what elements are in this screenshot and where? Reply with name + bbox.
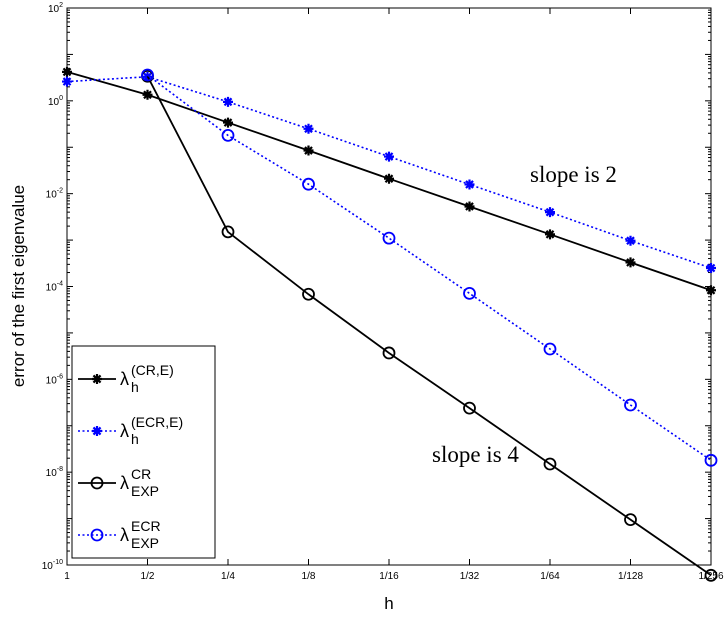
y-tick-label: 10-6 xyxy=(46,373,63,386)
legend-swatch-marker xyxy=(90,528,104,542)
y-axis-title: error of the first eigenvalue xyxy=(9,185,28,387)
x-tick-label: 1/32 xyxy=(460,571,480,582)
legend-swatch-marker xyxy=(92,426,102,436)
data-point-ecr-e xyxy=(62,76,72,87)
data-point-cr-exp xyxy=(704,568,718,582)
legend-superscript: (ECR,E) xyxy=(131,414,183,430)
data-point-cr-e xyxy=(545,229,555,240)
x-tick-label: 1/4 xyxy=(221,571,235,582)
y-tick-exponent: -8 xyxy=(57,466,63,473)
y-tick-base: 10 xyxy=(46,190,58,201)
legend-entry-ecr-e: λ (ECR,E)h xyxy=(78,414,183,447)
series-cr-exp xyxy=(141,69,718,582)
data-point-cr-e xyxy=(384,173,394,184)
data-point-ecr-exp xyxy=(543,342,557,356)
legend-subscript: EXP xyxy=(131,535,159,551)
y-tick-exponent: 0 xyxy=(59,95,63,102)
x-tick-label: 1/64 xyxy=(540,571,560,582)
series-ecr-e xyxy=(62,71,716,274)
legend-symbol: λ xyxy=(120,473,129,493)
x-tick-label: 1/256 xyxy=(698,571,723,582)
data-point-ecr-e xyxy=(706,263,716,274)
annotation-slope-4: slope is 4 xyxy=(432,442,519,467)
data-point-ecr-exp xyxy=(704,453,718,467)
y-tick-label: 10-4 xyxy=(46,281,63,294)
x-axis-ticks: 1 1/2 1/4 1/8 1/16 1/32 1/64 1/128 1/256 xyxy=(64,8,724,582)
legend-swatch-marker xyxy=(92,374,102,384)
y-tick-base: 10 xyxy=(48,97,60,108)
legend-entry-cr-e: λ (CR,E)h xyxy=(78,362,174,395)
data-point-cr-e xyxy=(62,66,72,77)
annotation-slope-2: slope is 2 xyxy=(530,162,617,187)
data-point-cr-e xyxy=(625,257,636,268)
data-point-ecr-exp xyxy=(382,231,396,245)
legend-symbol: λ xyxy=(120,525,129,545)
y-tick-base: 10 xyxy=(42,561,54,572)
y-tick-base: 10 xyxy=(46,283,58,294)
y-tick-label: 102 xyxy=(48,2,63,15)
data-point-ecr-exp xyxy=(624,398,637,412)
y-tick-base: 10 xyxy=(46,375,58,386)
y-tick-exponent: -4 xyxy=(57,281,63,288)
data-point-ecr-e xyxy=(464,179,475,190)
y-tick-label: 10-2 xyxy=(46,188,63,201)
series-ecr-exp xyxy=(141,68,718,467)
data-point-cr-exp xyxy=(624,513,637,527)
legend-subscript: h xyxy=(131,431,139,447)
series-line-cr-exp xyxy=(146,75,712,577)
data-point-cr-e xyxy=(706,285,716,296)
x-axis-title: h xyxy=(384,594,393,613)
series-line-ecr-exp xyxy=(147,74,712,461)
legend-symbol: λ xyxy=(120,369,129,389)
data-point-ecr-e xyxy=(223,96,233,107)
data-point-cr-exp xyxy=(221,225,235,239)
legend-superscript: CR xyxy=(131,466,151,482)
y-tick-label: 100 xyxy=(48,95,63,108)
data-point-ecr-e xyxy=(303,123,314,134)
data-point-ecr-exp xyxy=(221,129,235,142)
legend-symbol: λ xyxy=(120,421,129,441)
data-point-cr-e xyxy=(223,117,233,128)
x-tick-label: 1/2 xyxy=(141,571,155,582)
data-point-cr-e xyxy=(464,201,475,212)
x-tick-label: 1 xyxy=(64,571,70,582)
data-point-cr-exp xyxy=(463,401,476,415)
y-tick-exponent: -2 xyxy=(57,188,63,195)
data-point-ecr-exp xyxy=(141,68,154,82)
y-tick-label: 10-10 xyxy=(42,559,63,572)
legend-superscript: ECR xyxy=(131,518,161,534)
data-point-ecr-exp xyxy=(302,177,315,191)
series-line-ecr-e xyxy=(66,75,712,269)
series-layer xyxy=(62,66,718,582)
legend-subscript: EXP xyxy=(131,483,159,499)
x-tick-label: 1/128 xyxy=(618,571,643,582)
legend-subscript: h xyxy=(131,379,139,395)
legend-superscript: (CR,E) xyxy=(131,362,174,378)
x-tick-label: 1/16 xyxy=(379,571,399,582)
data-point-cr-exp xyxy=(382,346,396,360)
x-tick-label: 1/8 xyxy=(302,571,316,582)
data-point-cr-e xyxy=(303,145,314,156)
y-tick-base: 10 xyxy=(48,4,60,15)
data-point-cr-e xyxy=(142,89,153,100)
data-point-cr-exp xyxy=(543,457,557,471)
legend-swatch-marker xyxy=(90,476,104,490)
data-point-ecr-e xyxy=(545,207,555,218)
y-tick-exponent: -6 xyxy=(57,373,63,380)
data-point-ecr-e xyxy=(625,235,636,246)
data-point-ecr-e xyxy=(384,151,394,162)
data-point-ecr-exp xyxy=(463,287,476,300)
y-tick-exponent: 2 xyxy=(59,2,63,9)
y-tick-base: 10 xyxy=(46,468,58,479)
data-point-cr-exp xyxy=(302,287,315,301)
y-tick-label: 10-8 xyxy=(46,466,63,479)
series-cr-e xyxy=(62,66,716,296)
y-tick-exponent: -10 xyxy=(53,559,63,566)
